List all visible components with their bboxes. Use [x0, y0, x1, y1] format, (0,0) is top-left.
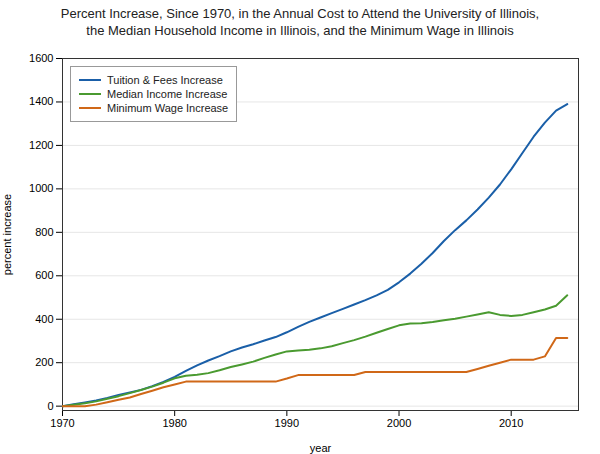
- html-text:Minimum Wage Increase: Minimum Wage Increase: [107, 101, 229, 114]
- svg-text:800: 800: [35, 226, 53, 238]
- svg-text:0: 0: [47, 399, 53, 411]
- svg-text:400: 400: [35, 313, 53, 325]
- svg-text:600: 600: [35, 269, 53, 281]
- svg-text:200: 200: [35, 356, 53, 368]
- svg-text:1600: 1600: [29, 52, 53, 64]
- svg-text:1990: 1990: [275, 417, 299, 429]
- html-text:Tuition & Fees Increase: Tuition & Fees Increase: [107, 73, 223, 86]
- svg-text:1200: 1200: [29, 139, 53, 151]
- svg-text:1970: 1970: [50, 417, 74, 429]
- svg-text:1000: 1000: [29, 182, 53, 194]
- svg-text:2010: 2010: [499, 417, 523, 429]
- html-text:Percent Increase, Since 1970,: Percent Increase, Since 1970, in the Ann…: [60, 6, 540, 38]
- svg-text:1400: 1400: [29, 95, 53, 107]
- svg-text:percent increase: percent increase: [1, 194, 13, 275]
- svg-text:1980: 1980: [162, 417, 186, 429]
- html-text:Median Income Increase: Median Income Increase: [107, 87, 228, 100]
- svg-text:2000: 2000: [387, 417, 411, 429]
- svg-text:year: year: [310, 441, 332, 453]
